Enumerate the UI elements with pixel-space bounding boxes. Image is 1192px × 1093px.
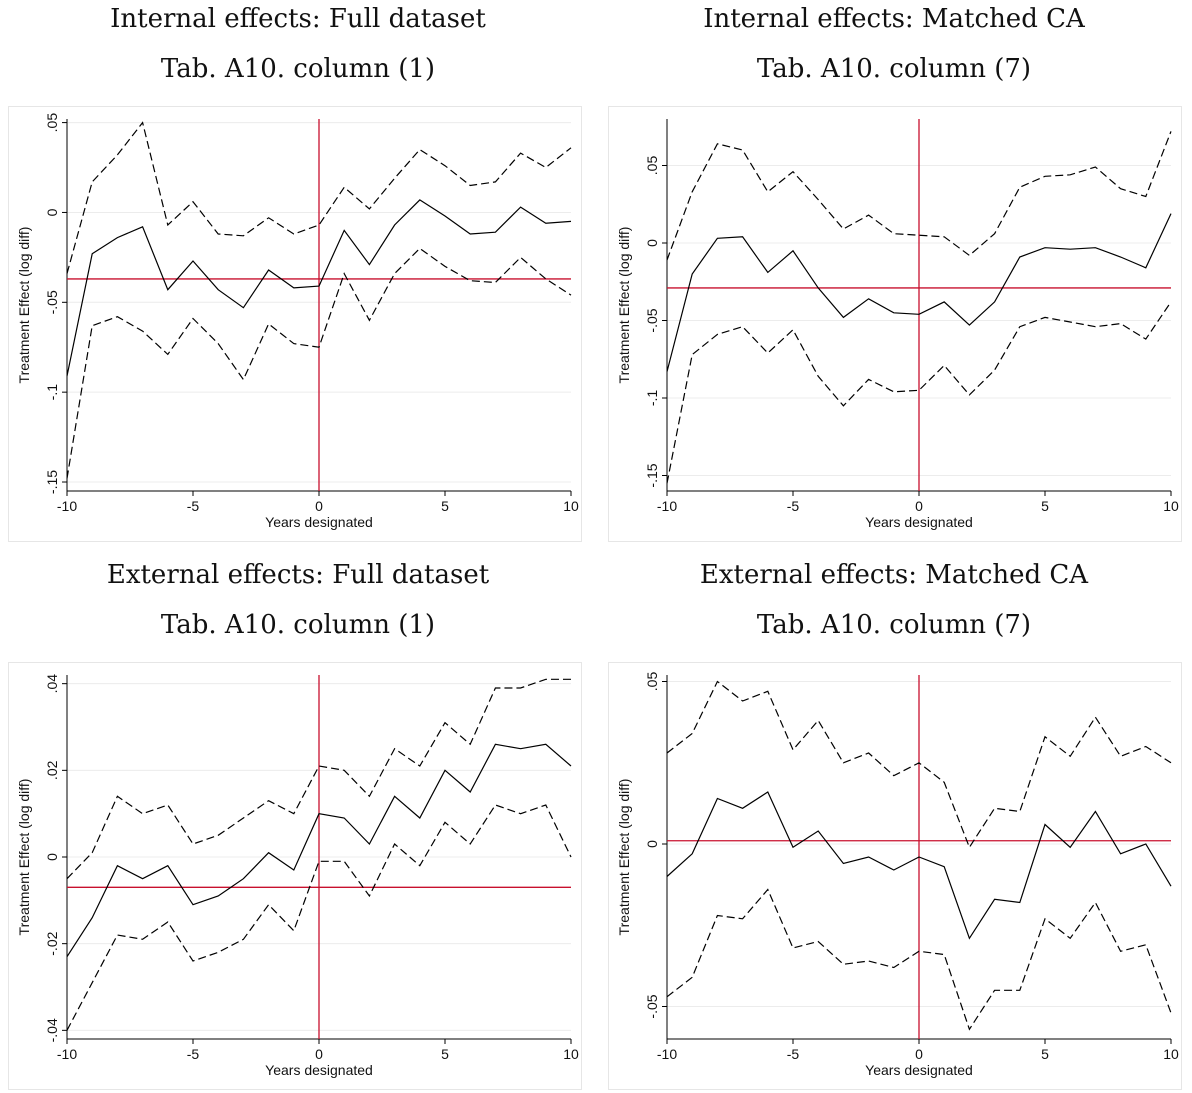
- x-tick-label: -5: [187, 498, 200, 514]
- x-tick-label: 5: [1041, 1046, 1049, 1062]
- x-tick-label: -5: [187, 1046, 200, 1062]
- y-tick-label: 0: [644, 239, 660, 247]
- chart-panel-external-full: External effects: Full dataset Tab. A10.…: [0, 556, 596, 1093]
- x-tick-label: 10: [1163, 498, 1179, 514]
- y-tick-label: .05: [44, 113, 60, 133]
- y-axis-label: Treatment Effect (log diff): [616, 779, 632, 936]
- chart-title: Internal effects: Matched CA: [703, 4, 1085, 34]
- series-line-upper-ci: [66, 678, 571, 880]
- y-tick-label: 0: [644, 840, 660, 848]
- chart-panel-internal-matched: Internal effects: Matched CA Tab. A10. c…: [596, 0, 1192, 546]
- x-tick-label: 0: [915, 1046, 923, 1062]
- chart-panel-external-matched: External effects: Matched CA Tab. A10. c…: [596, 556, 1192, 1093]
- series-line-upper-ci: [666, 680, 1172, 849]
- series-line-estimate: [666, 791, 1172, 940]
- x-axis-label: Years designated: [265, 514, 373, 530]
- x-tick-label: -5: [787, 498, 800, 514]
- series-line-upper-ci: [66, 121, 572, 274]
- y-axis-label: Treatment Effect (log diff): [16, 779, 32, 936]
- y-tick-label: 0: [44, 208, 60, 216]
- chart-subtitle: Tab. A10. column (7): [756, 610, 1032, 640]
- y-tick-label: 0: [44, 853, 60, 861]
- y-tick-label: .05: [644, 156, 660, 176]
- y-tick-label: .04: [44, 674, 60, 694]
- x-tick-label: 0: [315, 1046, 323, 1062]
- y-tick-label: -.05: [644, 994, 660, 1018]
- x-tick-label: -10: [57, 1046, 77, 1062]
- x-tick-label: 10: [563, 1046, 579, 1062]
- chart-plot: -.05 0 .05 -10 -5 0 5 10 Years designated Treatme…: [616, 672, 1179, 1078]
- y-tick-label: -.05: [44, 290, 60, 314]
- y-tick-label: -.05: [644, 308, 660, 332]
- y-axis-label: Treatment Effect (log diff): [616, 227, 632, 384]
- x-axis-label: Years designated: [865, 514, 973, 530]
- series-line-lower-ci: [66, 804, 572, 1031]
- y-tick-label: -.15: [44, 470, 60, 494]
- chart-title: Internal effects: Full dataset: [110, 4, 486, 34]
- y-tick-label: -.1: [644, 390, 660, 407]
- chart-panel-internal-full: Internal effects: Full dataset Tab. A10.…: [0, 0, 596, 546]
- y-tick-label: .05: [644, 672, 660, 692]
- y-tick-label: -.04: [44, 1018, 60, 1042]
- chart-plot: -.04 -.02 0 .02 .04 -10 -5 0 5 10 Years designated…: [16, 674, 579, 1078]
- chart-title: External effects: Matched CA: [699, 560, 1089, 590]
- x-tick-label: -5: [787, 1046, 800, 1062]
- x-tick-label: 0: [315, 498, 323, 514]
- series-line-estimate: [66, 743, 572, 958]
- chart-subtitle: Tab. A10. column (1): [160, 54, 436, 84]
- chart-subtitle: Tab. A10. column (7): [756, 54, 1032, 84]
- x-tick-label: 10: [563, 498, 579, 514]
- x-axis-label: Years designated: [865, 1062, 973, 1078]
- x-tick-label: -10: [657, 1046, 677, 1062]
- x-tick-label: 5: [1041, 498, 1049, 514]
- chart-title: External effects: Full dataset: [106, 560, 490, 590]
- x-axis-label: Years designated: [265, 1062, 373, 1078]
- y-tick-label: -.1: [44, 384, 60, 401]
- x-tick-label: 5: [441, 1046, 449, 1062]
- y-axis-label: Treatment Effect (log diff): [16, 227, 32, 384]
- chart-plot: -.15 -.1 -.05 0 .05 -10 -5 0 5 10 Years designated…: [16, 113, 579, 530]
- series-line-upper-ci: [666, 131, 1172, 261]
- y-tick-label: -.15: [644, 463, 660, 487]
- series-line-estimate: [66, 199, 572, 377]
- series-line-lower-ci: [666, 888, 1172, 1031]
- x-tick-label: 10: [1163, 1046, 1179, 1062]
- x-tick-label: -10: [657, 498, 677, 514]
- x-tick-label: 5: [441, 498, 449, 514]
- x-tick-label: 0: [915, 498, 923, 514]
- chart-subtitle: Tab. A10. column (1): [160, 610, 436, 640]
- chart-plot: -.15 -.1 -.05 0 .05 -10 -5 0 5 10 Years designated…: [616, 119, 1179, 530]
- y-tick-label: -.02: [44, 931, 60, 955]
- series-line-estimate: [666, 213, 1172, 372]
- x-tick-label: -10: [57, 498, 77, 514]
- series-line-lower-ci: [66, 247, 572, 479]
- y-tick-label: .02: [44, 760, 60, 780]
